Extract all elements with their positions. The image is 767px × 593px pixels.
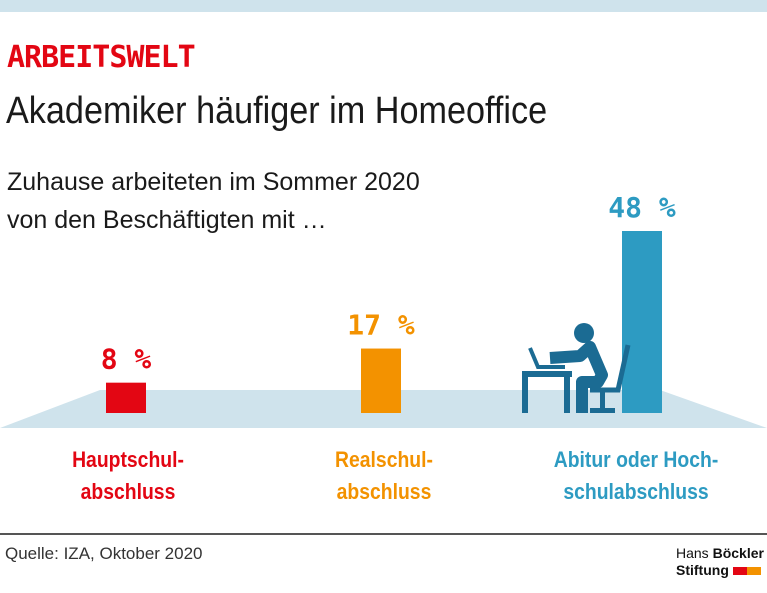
bar-1 xyxy=(361,348,401,413)
person-working-at-laptop-icon xyxy=(522,323,631,413)
logo-text-stiftung: Stiftung xyxy=(676,562,729,578)
value-label-0: 8 % xyxy=(101,343,152,376)
kicker: ARBEITSWELT xyxy=(7,40,196,75)
bar-0 xyxy=(106,382,146,413)
category-label-2: Abitur oder Hoch- schulabschluss xyxy=(553,447,719,504)
top-band xyxy=(0,0,767,12)
source-note: Quelle: IZA, Oktober 2020 xyxy=(5,544,203,563)
bar-2 xyxy=(622,231,662,413)
logo-text-boeckler: Böckler xyxy=(712,545,764,561)
category-label-1: Realschul- abschluss xyxy=(335,447,433,504)
logo-orange-bar xyxy=(746,567,761,576)
subtitle: Zuhause arbeiteten im Sommer 2020 von den… xyxy=(7,163,420,239)
hans-boeckler-logo: Hans Böckler Stiftung xyxy=(676,545,764,579)
value-label-2: 48 % xyxy=(608,191,676,224)
category-label-0: Hauptschul- abschluss xyxy=(72,447,184,504)
page-title: Akademiker häufiger im Homeoffice xyxy=(6,90,548,132)
logo-text-hans: Hans xyxy=(676,545,713,561)
subtitle-line-1: Zuhause arbeiteten im Sommer 2020 xyxy=(7,168,420,196)
logo-red-bar xyxy=(732,567,747,576)
value-label-1: 17 % xyxy=(347,309,415,342)
subtitle-line-2: von den Beschäftigten mit … xyxy=(7,206,327,234)
divider xyxy=(0,533,767,535)
